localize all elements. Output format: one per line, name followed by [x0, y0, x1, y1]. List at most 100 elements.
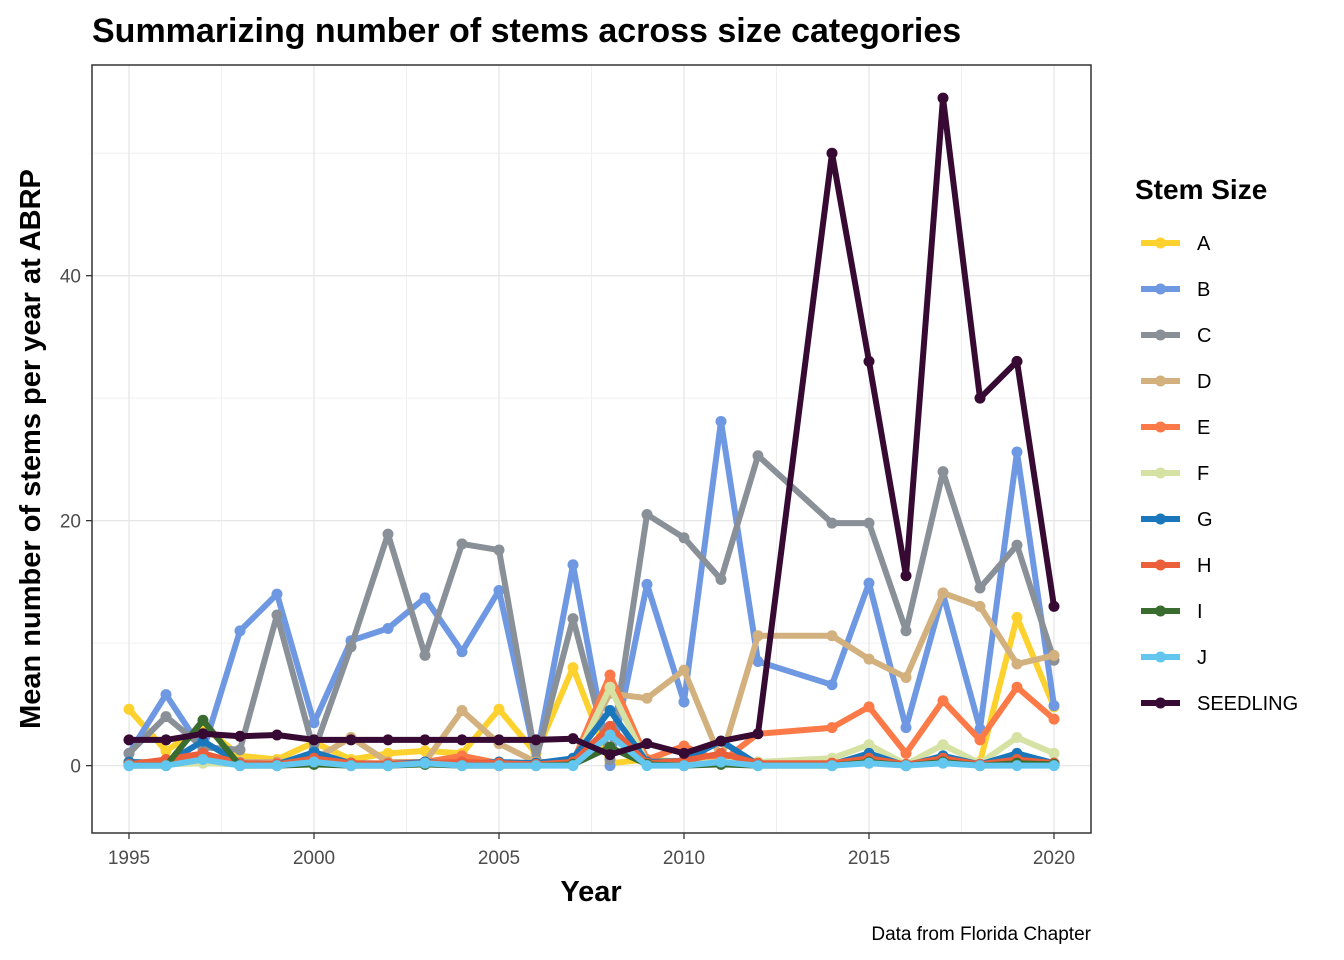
data-point-j [456, 760, 468, 772]
data-point-j [382, 760, 394, 772]
legend-item-a: A [1141, 233, 1211, 255]
data-point-d [456, 705, 468, 717]
x-tick-label: 2005 [478, 848, 520, 869]
data-point-seedling [900, 570, 912, 582]
data-point-d [641, 692, 653, 704]
data-point-seedling [493, 734, 505, 746]
data-point-a [160, 745, 172, 757]
data-point-j [641, 760, 653, 772]
data-point-seedling [752, 728, 764, 740]
data-point-seedling [641, 738, 653, 750]
legend-label: A [1197, 233, 1211, 255]
legend-key-point [1155, 375, 1166, 387]
data-point-b [863, 577, 875, 589]
data-point-a [123, 703, 135, 715]
x-tick-label: 1995 [108, 848, 150, 869]
data-point-j [1011, 760, 1023, 772]
data-point-b [900, 722, 912, 734]
data-point-a [567, 662, 579, 674]
y-axis: 0 20 40 [60, 267, 92, 778]
data-point-i [197, 714, 209, 726]
data-point-j [1048, 760, 1060, 772]
data-point-c [271, 609, 283, 621]
data-point-d [974, 600, 986, 612]
data-point-f [604, 681, 616, 693]
data-point-seedling [419, 734, 431, 746]
data-point-c [937, 466, 949, 478]
data-point-d [1048, 649, 1060, 661]
series-layer [123, 92, 1060, 772]
data-point-j [234, 760, 246, 772]
data-point-j [345, 760, 357, 772]
data-point-b [715, 415, 727, 427]
legend-item-g: G [1141, 509, 1213, 531]
data-point-seedling [382, 734, 394, 746]
data-point-j [308, 756, 320, 768]
data-point-a [1011, 611, 1023, 623]
data-point-seedling [123, 734, 135, 746]
legend-item-c: C [1141, 325, 1211, 347]
legend-item-h: H [1141, 555, 1211, 577]
legend-key-point [1155, 421, 1166, 433]
legend-key-point [1155, 559, 1166, 571]
data-point-j [863, 757, 875, 769]
legend-item-seedling: SEEDLING [1141, 693, 1298, 715]
data-point-e [1011, 681, 1023, 693]
legend-key-point [1155, 283, 1166, 295]
y-tick-label: 20 [60, 512, 81, 533]
series-seedling [123, 92, 1060, 761]
data-point-j [826, 760, 838, 772]
data-point-d [678, 664, 690, 676]
data-point-e [900, 747, 912, 759]
data-point-seedling [863, 355, 875, 367]
data-point-b [160, 689, 172, 701]
data-point-c [419, 649, 431, 661]
data-point-c [567, 613, 579, 625]
data-point-seedling [1048, 600, 1060, 612]
data-point-seedling [345, 734, 357, 746]
data-point-c [160, 711, 172, 723]
data-point-j [493, 760, 505, 772]
data-point-j [197, 754, 209, 766]
data-point-e [937, 695, 949, 707]
legend-label: G [1197, 509, 1213, 531]
legend-key-point [1155, 605, 1166, 617]
legend-key-point [1155, 237, 1166, 249]
data-point-c [123, 747, 135, 759]
data-point-c [493, 544, 505, 556]
data-point-b [752, 656, 764, 668]
legend-label: SEEDLING [1197, 693, 1298, 715]
data-point-j [567, 760, 579, 772]
data-point-seedling [715, 735, 727, 747]
legend-label: I [1197, 601, 1203, 623]
data-point-j [715, 756, 727, 768]
legend-key-point [1155, 651, 1166, 663]
data-point-seedling [678, 747, 690, 759]
plot-panel-border [91, 64, 1092, 834]
data-point-seedling [826, 147, 838, 159]
data-point-d [937, 587, 949, 599]
data-point-b [678, 696, 690, 708]
y-tick-label: 0 [70, 757, 81, 778]
legend: Stem Size A B C D E F G H I J SEEDLING [1135, 174, 1298, 715]
legend-label: H [1197, 555, 1211, 577]
data-point-seedling [567, 733, 579, 745]
data-point-b [567, 559, 579, 571]
data-point-b [456, 646, 468, 658]
data-point-f [1048, 747, 1060, 759]
x-tick-label: 2015 [848, 848, 890, 869]
data-point-d [752, 630, 764, 642]
data-point-j [160, 760, 172, 772]
data-point-j [937, 757, 949, 769]
x-tick-label: 2000 [293, 848, 335, 869]
data-point-c [345, 641, 357, 653]
x-tick-label: 2020 [1033, 848, 1075, 869]
x-tick-label: 2010 [663, 848, 705, 869]
data-point-c [752, 450, 764, 462]
legend-item-i: I [1141, 601, 1203, 623]
data-point-c [826, 517, 838, 529]
data-point-b [1011, 446, 1023, 458]
data-point-seedling [197, 728, 209, 740]
data-point-b [271, 588, 283, 600]
